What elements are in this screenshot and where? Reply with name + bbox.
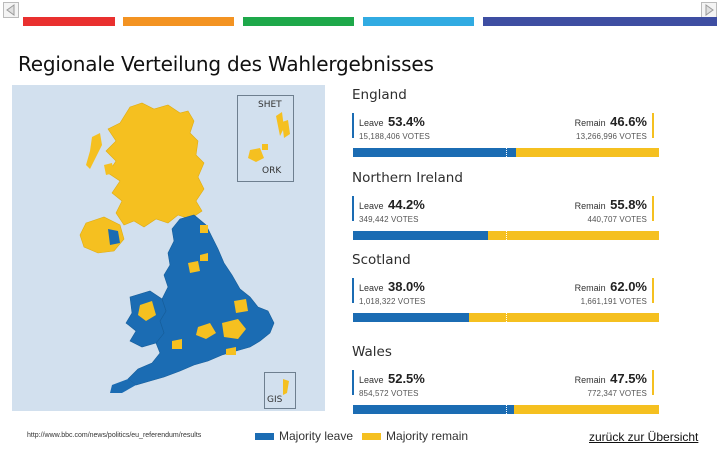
remain-percentage: 46.6% [610,114,647,129]
remain-stat: Remain 55.8% 440,707 VOTES [574,196,654,224]
england-region [127,214,275,386]
scotland-region [105,102,205,228]
gibraltar-label: GIS [267,395,283,405]
region-result: England Leave 53.4% 15,188,406 VOTES Rem… [352,87,660,163]
leeds-remain [200,253,208,261]
color-bar [123,17,234,26]
result-bar [353,231,659,240]
color-bar [363,17,474,26]
leave-label: Leave [359,118,384,128]
leave-stat: Leave 44.2% 349,442 VOTES [352,196,425,224]
leave-label: Leave [359,375,384,385]
source-url: http://www.bbc.com/news/politics/eu_refe… [27,432,202,439]
remain-label: Remain [574,201,606,211]
leave-stat: Leave 52.5% 854,572 VOTES [352,370,425,398]
orkney-islands-icon [248,144,268,162]
remain-stat: Remain 46.6% 13,266,996 VOTES [574,113,654,141]
leave-votes: 1,018,322 VOTES [359,297,426,306]
remain-percentage: 55.8% [610,197,647,212]
gibraltar-inset: GIS [264,372,296,409]
cornwall-region [110,379,136,393]
legend-leave-label: Majority leave [279,429,354,443]
newcastle-remain [200,225,208,233]
leave-votes: 349,442 VOTES [359,215,419,224]
color-bar [243,17,354,26]
color-bar [483,17,717,26]
majority-marker [506,148,507,157]
gibraltar-icon [283,379,289,395]
london-remain [222,319,246,339]
remain-swatch [362,432,382,440]
remain-votes: 772,347 VOTES [587,389,647,398]
header-color-bars [23,17,717,26]
remain-percentage: 62.0% [610,279,647,294]
remain-label: Remain [574,118,606,128]
leave-label: Leave [359,283,384,293]
shetland-label: SHET [258,100,282,110]
remain-votes: 440,707 VOTES [587,215,647,224]
color-bar [23,17,115,26]
map-legend: Majority leave Majority remain [255,429,477,443]
remain-stat: Remain 47.5% 772,347 VOTES [574,370,654,398]
majority-marker [506,231,507,240]
manchester-remain [188,261,200,273]
brighton-remain [226,347,236,355]
skye [104,163,114,175]
majority-marker [506,313,507,322]
region-result: Scotland Leave 38.0% 1,018,322 VOTES Rem… [352,252,660,328]
leave-bar-fill [353,405,514,414]
leave-label: Leave [359,201,384,211]
remain-label: Remain [574,375,606,385]
region-name: Northern Ireland [352,170,463,186]
uk-map-graphic [79,102,275,393]
leave-percentage: 53.4% [387,114,425,129]
leave-percentage: 38.0% [387,279,425,294]
leave-swatch [255,432,274,440]
back-to-overview-link[interactable]: zurück zur Übersicht [589,430,699,444]
remain-votes: 1,661,191 VOTES [580,297,647,306]
leave-percentage: 52.5% [387,371,425,386]
region-name: Scotland [352,252,411,268]
region-result: Northern Ireland Leave 44.2% 349,442 VOT… [352,170,660,246]
region-name: Wales [352,344,392,360]
page-title: Regionale Verteilung des Wahlergebnisses [18,52,434,76]
cambridge-remain [234,299,248,313]
bristol-remain [172,339,182,349]
triangle-right-icon[interactable] [701,2,717,18]
majority-marker [506,405,507,414]
shetland-islands-icon [276,112,290,138]
triangle-left-icon[interactable] [3,2,19,18]
region-result: Wales Leave 52.5% 854,572 VOTES Remain 4… [352,344,660,420]
orkney-inset: ORK [237,140,294,182]
result-bar [353,148,659,157]
leave-stat: Leave 53.4% 15,188,406 VOTES [352,113,430,141]
leave-bar-fill [353,148,517,157]
remain-label: Remain [574,283,606,293]
remain-votes: 13,266,996 VOTES [576,132,647,141]
remain-percentage: 47.5% [610,371,647,386]
wales-remain-area [138,301,156,321]
western-isles [86,133,102,169]
legend-remain-label: Majority remain [386,429,469,443]
uk-referendum-map: SHET ORK GIS [12,85,325,411]
leave-bar-fill [353,313,470,322]
result-bar [353,313,659,322]
remain-stat: Remain 62.0% 1,661,191 VOTES [574,278,654,306]
leave-percentage: 44.2% [387,197,425,212]
orkney-label: ORK [262,166,282,176]
result-bar [353,405,659,414]
leave-votes: 15,188,406 VOTES [359,132,430,141]
ni-leave-area [108,229,120,245]
oxford-remain [196,323,216,339]
leave-stat: Leave 38.0% 1,018,322 VOTES [352,278,426,306]
region-name: England [352,87,407,103]
leave-bar-fill [353,231,489,240]
leave-votes: 854,572 VOTES [359,389,419,398]
